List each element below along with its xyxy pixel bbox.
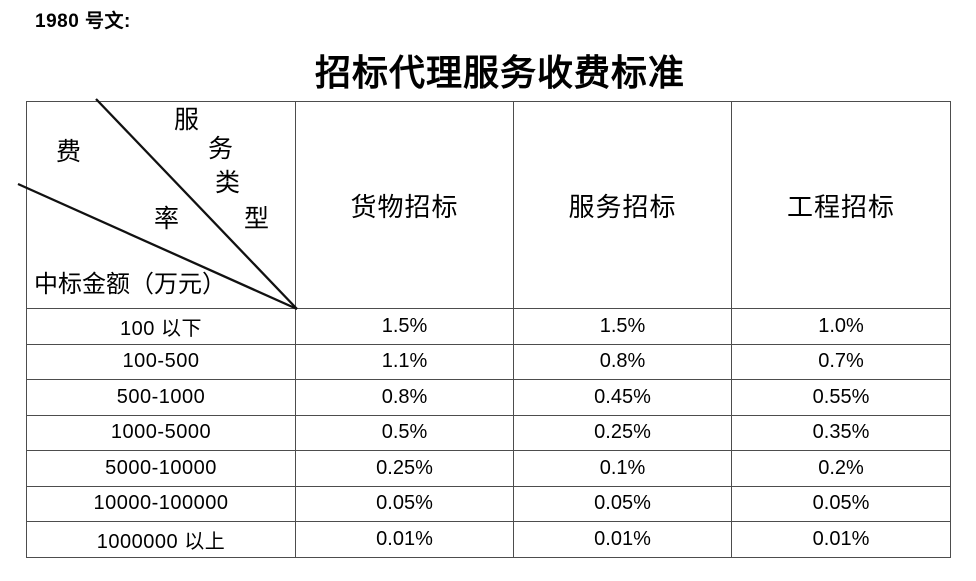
corner-bid-amount-label: 中标金额（万元） — [34, 272, 226, 298]
fee-cell: 0.01% — [731, 521, 951, 558]
corner-fee-rate-char-1: 费 — [56, 139, 82, 166]
fee-cell: 0.5% — [295, 414, 514, 451]
table-row: 10000-100000 0.05% 0.05% 0.05% — [26, 485, 951, 522]
table-row: 1000000 以上 0.01% 0.01% 0.01% — [26, 521, 951, 558]
fee-cell: 1.5% — [295, 308, 514, 345]
column-header-services-bidding: 服务招标 — [513, 101, 732, 309]
fee-cell: 0.05% — [513, 485, 732, 522]
fee-cell: 0.8% — [513, 343, 732, 380]
table-row: 100-500 1.1% 0.8% 0.7% — [26, 343, 951, 380]
row-label-amount-range: 100 以下 — [26, 308, 296, 345]
fee-cell: 1.1% — [295, 343, 514, 380]
row-label-amount-range: 100-500 — [26, 343, 296, 380]
fee-cell: 0.8% — [295, 379, 514, 416]
corner-fee-rate-char-2: 率 — [154, 206, 180, 233]
corner-service-type-char-2: 务 — [208, 136, 234, 163]
fee-cell: 0.1% — [513, 450, 732, 487]
fee-cell: 0.7% — [731, 343, 951, 380]
table-corner-cell: 服 费 务 类 率 型 中标金额（万元） — [17, 98, 298, 311]
fee-cell: 0.25% — [295, 450, 514, 487]
fee-cell: 0.05% — [295, 485, 514, 522]
row-label-amount-range: 1000-5000 — [26, 414, 296, 451]
table-row: 5000-10000 0.25% 0.1% 0.2% — [26, 450, 951, 487]
fee-table: 服 费 务 类 率 型 中标金额（万元） 货物招标 服务招标 工程招标 100 … — [17, 98, 951, 558]
fee-cell: 1.0% — [731, 308, 951, 345]
fee-cell: 0.01% — [513, 521, 732, 558]
corner-service-type-char-4: 型 — [244, 206, 270, 233]
table-row: 100 以下 1.5% 1.5% 1.0% — [26, 308, 951, 345]
fee-cell: 1.5% — [513, 308, 732, 345]
fee-cell: 0.05% — [731, 485, 951, 522]
row-label-amount-range: 500-1000 — [26, 379, 296, 416]
diagonal-divider-lines — [17, 98, 298, 311]
fee-cell: 0.45% — [513, 379, 732, 416]
page-title: 招标代理服务收费标准 — [314, 53, 685, 93]
fee-cell: 0.25% — [513, 414, 732, 451]
doc-reference: 1980 号文: — [35, 11, 131, 32]
row-label-amount-range: 1000000 以上 — [26, 521, 296, 558]
table-header-row: 服 费 务 类 率 型 中标金额（万元） 货物招标 服务招标 工程招标 — [17, 98, 951, 311]
fee-cell: 0.55% — [731, 379, 951, 416]
fee-cell: 0.35% — [731, 414, 951, 451]
corner-service-type-char-3: 类 — [215, 170, 241, 197]
corner-service-type-char-1: 服 — [174, 107, 200, 134]
table-row: 1000-5000 0.5% 0.25% 0.35% — [26, 414, 951, 451]
table-row: 500-1000 0.8% 0.45% 0.55% — [26, 379, 951, 416]
fee-cell: 0.01% — [295, 521, 514, 558]
fee-cell: 0.2% — [731, 450, 951, 487]
column-header-goods-bidding: 货物招标 — [295, 101, 514, 309]
column-header-works-bidding: 工程招标 — [731, 101, 951, 309]
row-label-amount-range: 10000-100000 — [26, 485, 296, 522]
row-label-amount-range: 5000-10000 — [26, 450, 296, 487]
